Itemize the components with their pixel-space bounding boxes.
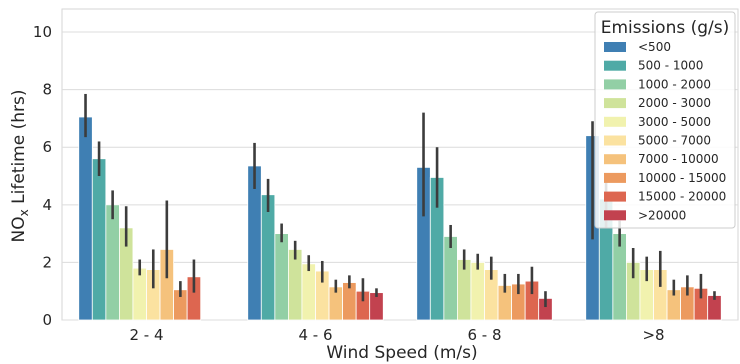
- legend-swatch: [604, 191, 626, 202]
- legend-title: Emissions (g/s): [601, 18, 730, 38]
- bar: [91, 158, 107, 321]
- legend-swatch: [604, 98, 626, 109]
- x-tick-labels: 2 - 4 4 - 6 6 - 8 >8: [129, 326, 664, 344]
- x-tick-label: 6 - 8: [467, 326, 501, 344]
- legend-label: 2000 - 3000: [638, 96, 711, 110]
- bar: [287, 249, 303, 321]
- y-axis-title-prefix: NO: [9, 216, 29, 242]
- legend-swatch: [604, 210, 626, 221]
- legend-label: 1000 - 2000: [638, 77, 711, 91]
- legend-label: <500: [638, 40, 671, 54]
- y-tick-label: 8: [42, 81, 52, 99]
- legend-label: 500 - 1000: [638, 59, 703, 73]
- y-tick-label: 2: [42, 253, 52, 271]
- y-tick-label: 10: [33, 23, 52, 41]
- y-tick-label: 4: [42, 196, 52, 214]
- x-tick-label: >8: [642, 326, 664, 344]
- legend-swatch: [604, 60, 626, 71]
- bar: [443, 236, 458, 321]
- legend-label: 10000 - 15000: [638, 171, 726, 185]
- legend-label: 15000 - 20000: [638, 190, 726, 204]
- legend-items: <500 500 - 1000 1000 - 2000 2000 - 3000 3000…: [604, 40, 726, 222]
- legend-label: 5000 - 7000: [638, 134, 711, 148]
- y-axis-title-suffix: Lifetime (hrs): [9, 90, 29, 210]
- legend-label: >20000: [638, 208, 686, 222]
- legend: Emissions (g/s) <500 500 - 1000 1000 - 200…: [594, 11, 736, 229]
- legend-swatch: [604, 135, 626, 146]
- x-axis-title: Wind Speed (m/s): [326, 343, 477, 363]
- bars: [78, 116, 722, 321]
- legend-swatch: [604, 172, 626, 183]
- bar: [470, 262, 485, 321]
- bar: [260, 194, 276, 321]
- legend-swatch: [604, 154, 626, 165]
- x-tick-label: 4 - 6: [298, 326, 332, 344]
- error-bars: [84, 93, 716, 308]
- bar: [132, 267, 147, 321]
- y-tick-label: 0: [42, 311, 52, 329]
- bar: [78, 116, 93, 321]
- y-tick-labels: 0 2 4 6 8 10: [33, 23, 52, 329]
- legend-swatch: [604, 79, 626, 90]
- bar: [105, 204, 120, 321]
- bar: [301, 263, 316, 321]
- y-tick-label: 6: [42, 138, 52, 156]
- y-axis-title-subscript: x: [17, 209, 31, 216]
- y-axis-title: NOx Lifetime (hrs): [9, 90, 31, 243]
- legend-swatch: [604, 116, 626, 127]
- legend-swatch: [604, 42, 626, 52]
- legend-label: 7000 - 10000: [638, 152, 719, 166]
- bar: [274, 233, 289, 321]
- legend-box: [594, 11, 736, 229]
- bar: [247, 165, 262, 321]
- legend-label: 3000 - 5000: [638, 115, 711, 129]
- x-tick-label: 2 - 4: [129, 326, 163, 344]
